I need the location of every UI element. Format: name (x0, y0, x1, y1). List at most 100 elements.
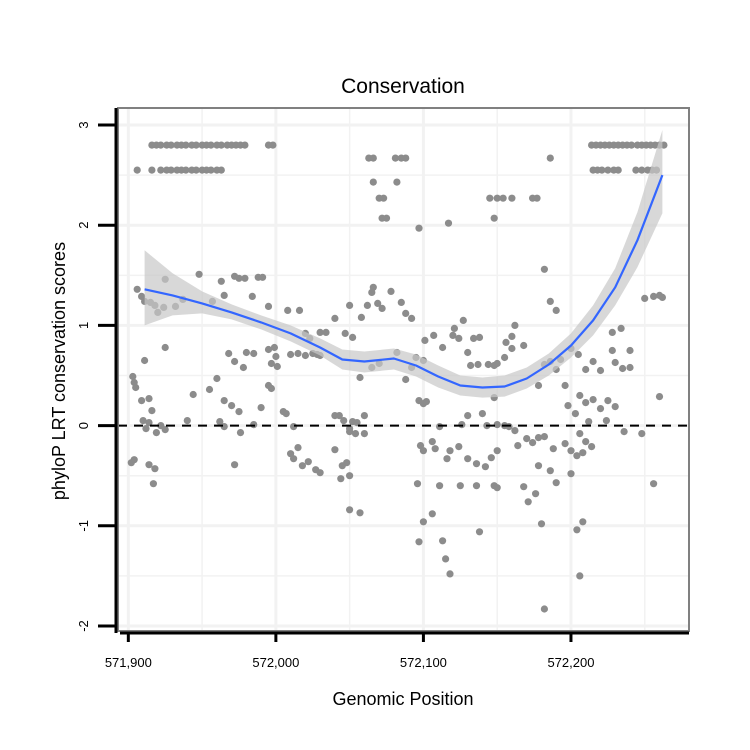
data-point (387, 287, 395, 295)
data-point (133, 166, 141, 174)
data-point (217, 277, 225, 285)
data-point (167, 166, 175, 174)
data-point (508, 194, 516, 202)
data-point (217, 141, 225, 149)
data-point (231, 357, 239, 366)
data-point (534, 462, 543, 470)
data-point (148, 407, 156, 415)
data-point (415, 538, 423, 546)
data-point (151, 465, 159, 473)
data-point (458, 421, 466, 429)
data-point (493, 447, 501, 455)
data-point (534, 434, 543, 442)
data-point (287, 350, 295, 359)
data-point (220, 291, 228, 299)
data-point (589, 396, 597, 404)
data-point (540, 605, 549, 613)
data-point (141, 356, 149, 365)
data-point (225, 349, 233, 358)
data-point (470, 334, 478, 342)
data-point (145, 419, 153, 427)
x-tick-label: 572,000 (252, 655, 299, 670)
data-point (499, 194, 507, 202)
data-point (192, 166, 200, 174)
data-point (250, 421, 258, 429)
data-point (520, 341, 528, 350)
data-point (604, 166, 612, 174)
data-point (129, 372, 137, 381)
data-point (257, 404, 265, 412)
data-point (524, 498, 532, 506)
data-point (573, 526, 581, 534)
data-point (632, 166, 640, 174)
y-tick-label: 1 (76, 322, 91, 329)
data-point (444, 219, 453, 227)
y-tick-label: -1 (76, 520, 91, 532)
data-point (294, 444, 302, 452)
data-point (464, 455, 472, 463)
data-point (431, 445, 439, 453)
data-point (413, 480, 422, 488)
data-point (267, 384, 275, 393)
data-point (213, 374, 221, 383)
data-point (270, 343, 278, 352)
data-point (532, 490, 540, 498)
x-tick-label: 571,900 (105, 655, 152, 670)
data-point (658, 293, 667, 301)
data-point (619, 364, 627, 373)
data-point (207, 166, 215, 174)
data-point (650, 480, 658, 488)
data-point (421, 336, 429, 344)
data-point (316, 469, 324, 477)
data-point (149, 480, 157, 488)
data-point (239, 363, 247, 372)
data-point (182, 166, 190, 174)
y-axis-title: phyloP LRT conservation scores (49, 242, 69, 500)
data-point (195, 270, 203, 278)
data-point (182, 141, 190, 149)
data-point (450, 324, 458, 332)
data-point (428, 510, 436, 518)
data-point (534, 381, 543, 390)
data-point (484, 360, 492, 369)
data-point (582, 438, 590, 446)
data-point (467, 361, 475, 370)
data-point (617, 324, 625, 332)
data-point (430, 331, 438, 339)
data-point (608, 346, 616, 355)
data-point (337, 475, 345, 483)
data-point (549, 445, 557, 453)
panel-border (117, 107, 690, 632)
data-point (475, 333, 484, 341)
data-point (346, 301, 354, 309)
data-point (357, 313, 365, 321)
data-point (502, 338, 510, 346)
data-point (520, 483, 528, 491)
data-point (368, 288, 376, 296)
data-point (415, 224, 423, 232)
data-point (316, 328, 324, 336)
data-point (449, 331, 457, 339)
data-point (167, 141, 175, 149)
data-point (464, 412, 472, 420)
data-point (363, 301, 371, 309)
data-point (138, 397, 146, 405)
data-point (638, 166, 646, 174)
data-point (540, 265, 549, 273)
data-point (322, 328, 330, 336)
data-point (514, 442, 522, 450)
data-point (382, 214, 391, 222)
data-point (380, 194, 388, 202)
data-point (567, 447, 575, 455)
data-point (552, 306, 560, 314)
data-point (152, 429, 160, 437)
data-point (655, 393, 664, 401)
data-point (567, 470, 575, 478)
data-point (419, 518, 427, 526)
data-point (346, 425, 354, 433)
data-point (508, 332, 516, 340)
data-point (360, 412, 368, 420)
data-point (523, 435, 531, 443)
data-point (579, 449, 587, 457)
